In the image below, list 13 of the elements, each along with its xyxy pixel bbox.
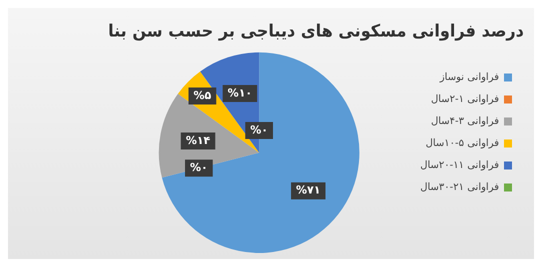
text: %۰: [250, 123, 268, 136]
data-label: %۱۴: [186, 134, 211, 147]
data-label: %۱۰: [228, 86, 252, 100]
chart-title: درصد فراوانی مسکونی های دیباجی بر حسب سن بنا: [108, 21, 524, 42]
legend-label: فراوانی ۲۱-۳۰سال: [420, 182, 500, 194]
data-label: %۵: [194, 88, 212, 102]
legend-label: فراوانی نوساز: [438, 72, 500, 84]
data-label: %۷۱: [296, 184, 320, 197]
text: %۰: [190, 161, 208, 174]
legend-label: فراوانی ۱۱-۲۰سال: [420, 160, 500, 172]
legend-label: فراوانی ۱-۲سال: [430, 94, 500, 106]
legend-label: فراوانی ۵-۱۰سال: [426, 138, 500, 150]
legend-label: فراوانی ۳-۴سال: [430, 116, 500, 128]
